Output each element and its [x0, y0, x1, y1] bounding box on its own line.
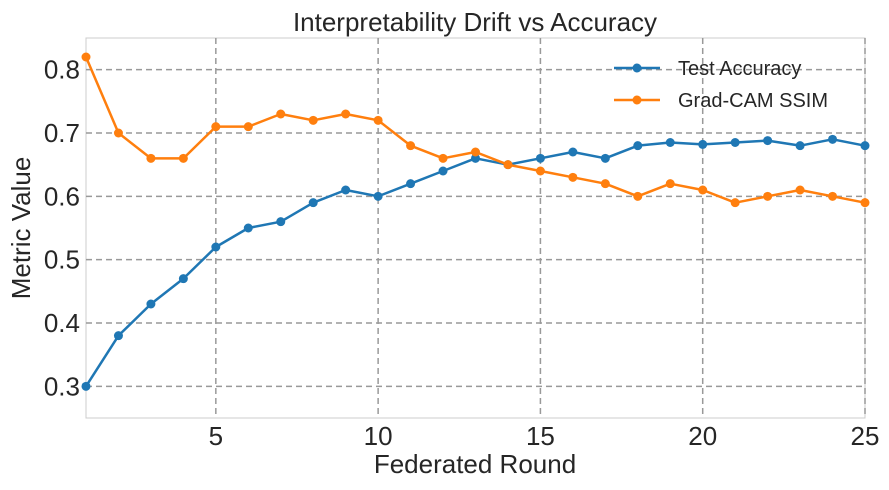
data-point — [568, 172, 578, 182]
data-point — [373, 115, 383, 125]
data-point — [600, 153, 610, 163]
data-point — [81, 381, 91, 391]
data-point — [406, 179, 416, 189]
x-tick-label: 5 — [209, 421, 223, 451]
data-point — [828, 134, 838, 144]
series-layer — [81, 52, 870, 391]
data-point — [600, 179, 610, 189]
legend-swatch-marker — [632, 95, 642, 105]
data-point — [471, 147, 480, 157]
data-point — [568, 147, 578, 157]
data-point — [828, 191, 838, 201]
x-tick-label: 20 — [688, 421, 717, 451]
legend-swatch-marker — [632, 63, 642, 73]
y-tick-label: 0.5 — [44, 245, 80, 275]
data-point — [503, 160, 513, 170]
data-point — [308, 115, 318, 125]
data-point — [406, 141, 416, 151]
data-point — [730, 138, 740, 147]
data-point — [146, 153, 156, 163]
data-point — [730, 198, 740, 208]
data-point — [178, 153, 188, 163]
data-point — [211, 122, 221, 132]
data-point — [113, 331, 123, 341]
y-tick-label: 0.6 — [44, 181, 80, 211]
data-point — [243, 223, 253, 233]
data-point — [146, 299, 156, 309]
y-tick-label: 0.8 — [44, 55, 80, 85]
data-point — [471, 153, 480, 163]
data-point — [763, 136, 773, 146]
data-point — [763, 191, 773, 201]
y-axis: 0.3 0.4 0.5 0.6 0.7 0.8 — [44, 55, 80, 402]
x-axis: 5 10 15 20 25 — [209, 421, 880, 451]
y-tick-label: 0.4 — [44, 308, 80, 338]
data-point — [211, 242, 221, 252]
x-tick-label: 10 — [364, 421, 393, 451]
x-tick-label: 15 — [526, 421, 555, 451]
legend-item: Grad-CAM SSIM — [614, 90, 828, 112]
data-point — [373, 191, 383, 201]
series-grad-cam-ssim — [81, 52, 870, 208]
data-point — [81, 52, 91, 62]
data-point — [665, 138, 675, 147]
data-point — [438, 153, 448, 163]
y-axis-label: Metric Value — [6, 157, 36, 300]
plot-area — [85, 37, 866, 419]
x-tick-label: 25 — [851, 421, 880, 451]
data-point — [535, 166, 545, 176]
data-point — [665, 179, 675, 189]
data-point — [860, 198, 870, 208]
data-point — [698, 185, 708, 195]
legend-item: Test Accuracy — [614, 58, 801, 80]
y-tick-label: 0.7 — [44, 118, 80, 148]
data-point — [276, 109, 286, 119]
legend-label: Test Accuracy — [678, 58, 801, 80]
data-point — [341, 185, 351, 195]
data-point — [178, 274, 188, 284]
legend-label: Grad-CAM SSIM — [678, 90, 828, 112]
data-point — [795, 141, 805, 151]
legend: Test Accuracy Grad-CAM SSIM — [614, 58, 828, 112]
y-tick-label: 0.3 — [44, 371, 80, 401]
data-point — [535, 153, 545, 163]
data-point — [243, 122, 253, 132]
chart-title: Interpretability Drift vs Accuracy — [293, 7, 657, 37]
data-point — [308, 198, 318, 208]
data-point — [698, 139, 708, 149]
series-test-accuracy — [81, 134, 870, 391]
data-point — [860, 141, 870, 151]
data-point — [276, 217, 286, 227]
data-point — [341, 109, 351, 119]
x-axis-label: Federated Round — [374, 449, 576, 479]
data-point — [633, 191, 643, 201]
data-point — [113, 128, 123, 138]
data-point — [795, 185, 805, 195]
data-point — [633, 141, 643, 151]
data-point — [438, 166, 448, 176]
